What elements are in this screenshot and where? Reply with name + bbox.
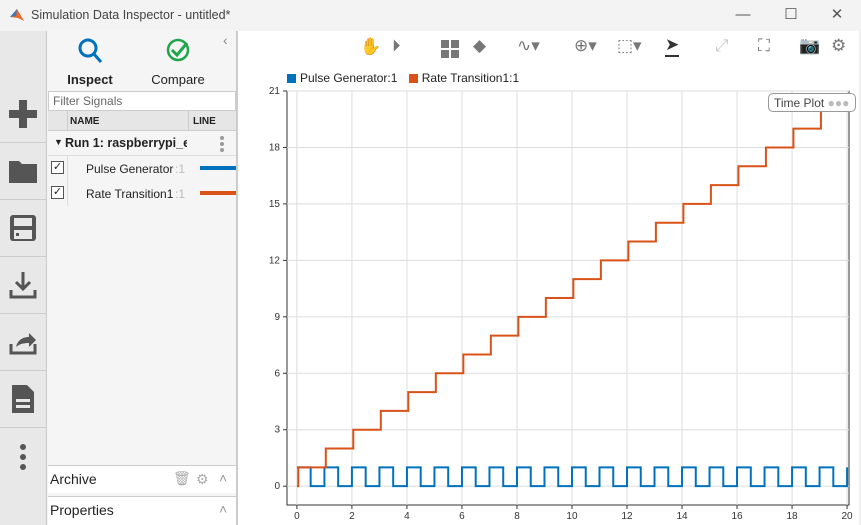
matlab-logo-icon [10, 9, 24, 21]
line-swatch[interactable] [200, 166, 236, 170]
filter-signals-input[interactable]: Filter Signals [48, 91, 236, 111]
tab-compare[interactable]: Compare [143, 37, 213, 87]
y-tick-label: 12 [269, 255, 281, 266]
title-bar: Simulation Data Inspector - untitled* — … [0, 0, 861, 31]
y-tick-label: 9 [274, 312, 280, 323]
y-tick-label: 6 [274, 368, 280, 379]
x-tick-label: 2 [349, 511, 355, 522]
x-tick-label: 6 [459, 511, 465, 522]
x-tick-label: 10 [566, 511, 578, 522]
x-tick-label: 20 [842, 511, 854, 522]
legend-entry[interactable]: Rate Transition1:1 [408, 71, 520, 85]
import-button[interactable] [0, 257, 46, 314]
archive-section[interactable]: Archive 🗑 ⚙ ˄ [48, 465, 236, 493]
maximize-button[interactable]: ☐ [784, 6, 798, 23]
x-tick-label: 8 [514, 511, 520, 522]
zoom-icon[interactable]: ⊕▾ [574, 36, 597, 55]
time-plot-label: Time Plot [774, 96, 825, 110]
signal-row[interactable]: ✓ Pulse Generator:1 [48, 156, 236, 206]
y-tick-label: 0 [274, 481, 280, 492]
legend-label: Rate Transition1:1 [421, 71, 520, 85]
archive-label: Archive [50, 471, 97, 487]
x-tick-label: 4 [404, 511, 410, 522]
clear-icon[interactable]: ◆ [473, 36, 487, 55]
legend-swatch [408, 74, 418, 83]
time-plot-badge[interactable]: Time Plot ●●● [768, 93, 856, 112]
export-button[interactable] [0, 314, 46, 371]
import-icon [9, 272, 37, 299]
open-button[interactable] [0, 143, 46, 200]
series-line-1 [296, 108, 848, 488]
y-tick-label: 18 [269, 142, 281, 153]
export-icon [9, 333, 37, 355]
y-tick-label: 3 [274, 425, 280, 436]
x-tick-label: 0 [294, 511, 300, 522]
layout-icon[interactable] [440, 39, 460, 59]
x-tick-label: 18 [786, 511, 798, 522]
gear-icon[interactable]: ⚙ [831, 36, 847, 55]
save-button[interactable] [0, 200, 46, 257]
signal-name: Pulse Generator [86, 162, 174, 176]
x-tick-label: 14 [676, 511, 688, 522]
add-icon [9, 100, 37, 128]
action-sidebar [0, 31, 47, 525]
line-column-header[interactable]: LINE [188, 111, 220, 131]
open-folder-icon [9, 161, 37, 183]
signal-checkbox[interactable]: ✓ [51, 186, 64, 199]
checkbox-column-header [48, 111, 68, 131]
chevron-up-icon[interactable]: ˄ [219, 501, 228, 517]
expand-caret-icon[interactable]: ▼ [54, 137, 63, 147]
fullscreen-icon[interactable]: ⛶ [758, 36, 770, 55]
run-options-icon[interactable] [219, 135, 225, 153]
gear-icon[interactable]: ⚙ [196, 471, 209, 487]
properties-label: Properties [50, 502, 114, 518]
collapse-panel-button[interactable]: ‹ [223, 32, 228, 48]
signal-row[interactable]: ✓ Rate Transition1:1 [48, 181, 236, 206]
run-name: Run 1: raspberrypi_e [65, 136, 187, 150]
more-icon [20, 443, 26, 470]
name-column-header[interactable]: NAME [70, 116, 100, 127]
fit-icon[interactable]: ⬚▾ [617, 36, 642, 55]
run-row[interactable]: ▼ Run 1: raspberrypi_e [48, 131, 236, 156]
window-title: Simulation Data Inspector - untitled* [31, 8, 231, 22]
x-tick-label: 16 [731, 511, 743, 522]
legend-label: Pulse Generator:1 [300, 71, 398, 85]
minimize-button[interactable]: — [735, 6, 751, 23]
report-button[interactable] [0, 371, 46, 428]
close-button[interactable]: ✕ [830, 6, 844, 23]
more-button[interactable] [0, 428, 46, 485]
properties-section[interactable]: Properties ˄ [48, 496, 236, 525]
tab-inspect-label: Inspect [67, 72, 113, 87]
signal-port: :1 [175, 162, 186, 176]
report-icon [12, 385, 34, 413]
trash-icon[interactable]: 🗑 [173, 470, 191, 486]
plot-toolbar: ✋ ⏵ ◆ ∿▾ ⊕▾ ⬚▾ ➤ ⤢ ⛶ 📷 ⚙ [237, 31, 859, 71]
pan-icon[interactable]: ✋ [360, 37, 382, 56]
chevron-up-icon[interactable]: ˄ [219, 470, 228, 486]
search-icon [78, 38, 103, 63]
cursor-wave-icon[interactable]: ∿▾ [517, 36, 540, 55]
y-tick-label: 21 [269, 86, 281, 97]
legend-entry[interactable]: Pulse Generator:1 [287, 71, 397, 85]
select-icon[interactable]: ➤ [665, 35, 680, 57]
new-button[interactable] [0, 86, 46, 143]
signal-checkbox[interactable]: ✓ [51, 161, 64, 174]
legend: Pulse Generator:1 Rate Transition1:1 [287, 71, 519, 85]
signal-name: Rate Transition1 [86, 187, 174, 201]
check-circle-icon [166, 38, 190, 62]
table-header: NAME LINE [48, 111, 236, 131]
tab-compare-label: Compare [151, 72, 205, 87]
save-icon [10, 215, 36, 241]
line-swatch[interactable] [200, 191, 236, 195]
y-tick-label: 15 [269, 199, 281, 210]
signal-port: :1 [175, 187, 186, 201]
replay-icon[interactable]: ⏵ [392, 36, 401, 55]
camera-icon[interactable]: 📷 [799, 36, 821, 55]
x-tick-label: 12 [621, 511, 633, 522]
legend-swatch [287, 74, 296, 83]
expand-icon[interactable]: ⤢ [715, 36, 729, 55]
series-line-0 [296, 466, 849, 488]
